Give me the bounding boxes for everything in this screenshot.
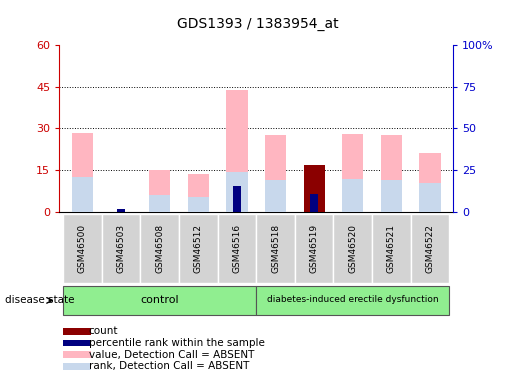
Bar [72,177,93,212]
Text: GSM46508: GSM46508 [155,224,164,273]
Bar [226,90,248,212]
Text: GDS1393 / 1383954_at: GDS1393 / 1383954_at [177,17,338,31]
Bar [342,178,364,212]
Text: rank, Detection Call = ABSENT: rank, Detection Call = ABSENT [89,362,249,371]
Bar [303,165,325,212]
Text: GSM46519: GSM46519 [310,224,319,273]
Bar [256,285,449,315]
Bar [187,196,209,212]
Text: GSM46503: GSM46503 [116,224,126,273]
Bar [117,209,125,212]
Text: GSM46500: GSM46500 [78,224,87,273]
Text: GSM46521: GSM46521 [387,224,396,273]
FancyBboxPatch shape [140,214,179,283]
Bar [63,285,256,315]
Text: percentile rank within the sample: percentile rank within the sample [89,338,265,348]
Bar [63,328,91,334]
FancyBboxPatch shape [372,214,410,283]
Text: GSM46518: GSM46518 [271,224,280,273]
FancyBboxPatch shape [334,214,372,283]
FancyBboxPatch shape [217,214,256,283]
Bar [226,171,248,212]
FancyBboxPatch shape [256,214,295,283]
Bar [233,186,241,212]
FancyBboxPatch shape [102,214,140,283]
Bar [419,183,441,212]
Bar [265,180,286,212]
FancyBboxPatch shape [295,214,334,283]
Text: disease state: disease state [5,296,75,305]
Text: diabetes-induced erectile dysfunction: diabetes-induced erectile dysfunction [267,295,439,304]
Bar [72,133,93,212]
Text: control: control [140,295,179,305]
FancyBboxPatch shape [410,214,449,283]
Text: value, Detection Call = ABSENT: value, Detection Call = ABSENT [89,350,254,360]
Bar [381,135,402,212]
Bar [187,174,209,212]
Bar [419,153,441,212]
Bar [342,134,364,212]
Bar [311,194,318,212]
FancyBboxPatch shape [179,214,217,283]
Bar [63,351,91,358]
Text: GSM46516: GSM46516 [232,224,242,273]
Text: GSM46520: GSM46520 [348,224,357,273]
Bar [63,363,91,370]
Bar [149,195,170,212]
Bar [63,340,91,346]
Text: GSM46522: GSM46522 [425,224,435,273]
FancyBboxPatch shape [63,214,102,283]
Text: count: count [89,326,118,336]
Bar [149,170,170,212]
Text: GSM46512: GSM46512 [194,224,203,273]
Bar [265,135,286,212]
Bar [381,180,402,212]
